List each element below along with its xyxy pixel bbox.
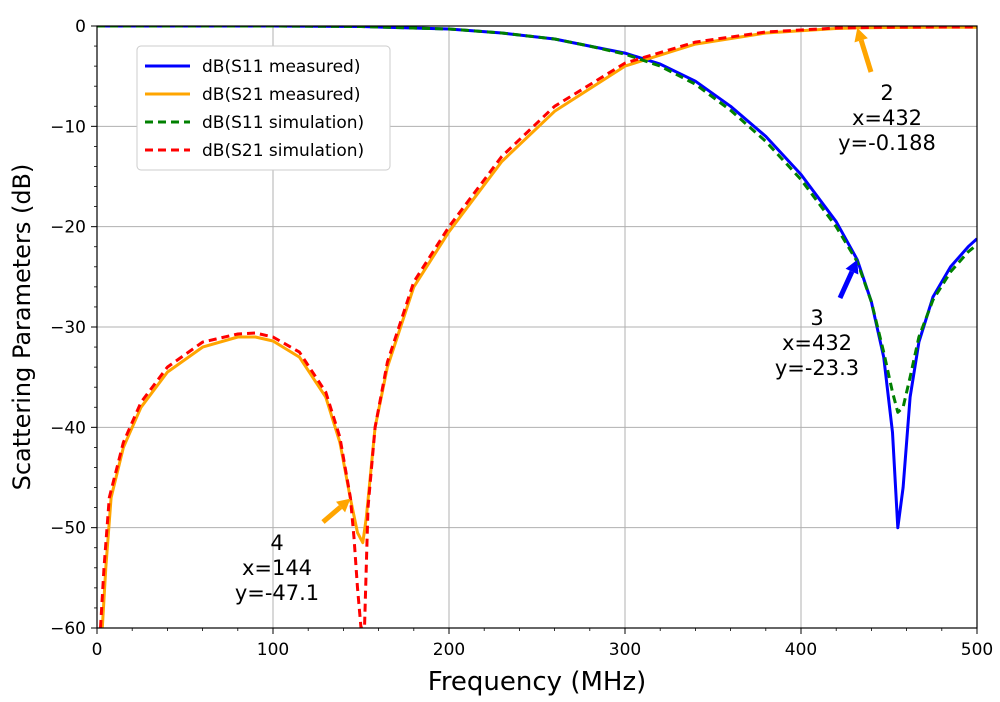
legend: dB(S11 measured) dB(S21 measured) dB(S11 s… [136,45,391,171]
legend-label: dB(S21 simulation) [202,141,364,161]
y-tick-label: −10 [50,117,86,137]
x-tick-label: 0 [92,640,103,660]
annotation-y-text: y=-23.3 [775,356,859,380]
annotation-arrowhead [336,498,351,513]
annotation-marker: 4 [270,531,283,555]
annotation-x-text: x=432 [782,331,852,355]
x-tick-label: 300 [609,640,641,660]
x-tick-label: 400 [785,640,817,660]
y-axis-label: Scattering Parameters (dB) [8,164,36,491]
axis-ticks: 0 100 200 300 400 500 0 −10 −20 −30 −40 −50 −60 [50,17,993,660]
annotation-marker: 2 [880,81,893,105]
y-tick-label: −30 [50,318,86,338]
series-line-2 [100,26,977,628]
y-tick-label: 0 [75,17,86,37]
x-tick-label: 200 [433,640,465,660]
y-tick-label: −40 [50,418,86,438]
annotation-arrow [858,39,874,73]
x-axis-label: Frequency (MHz) [428,667,647,697]
legend-label: dB(S11 simulation) [202,113,364,133]
legend-label: dB(S21 measured) [202,85,360,105]
annotation-x-text: x=144 [242,556,312,580]
annotation-arrow [837,270,855,300]
x-tick-label: 100 [257,640,289,660]
legend-label: dB(S11 measured) [202,57,360,77]
annotation-arrow [321,505,343,524]
y-tick-label: −20 [50,218,86,238]
series-lines [97,26,977,628]
annotation-arrowhead [854,27,868,43]
y-tick-label: −50 [50,519,86,539]
annotation-arrowhead [845,259,859,275]
legend-box [136,45,391,171]
annotation-y-text: y=-0.188 [838,131,936,155]
annotation-marker: 3 [810,306,823,330]
series-line-3 [97,26,977,414]
annotation-y-text: y=-47.1 [235,581,319,605]
annotation-x-text: x=432 [852,106,922,130]
series-line-4 [99,26,977,628]
y-tick-label: −60 [50,619,86,639]
x-tick-label: 500 [961,640,993,660]
